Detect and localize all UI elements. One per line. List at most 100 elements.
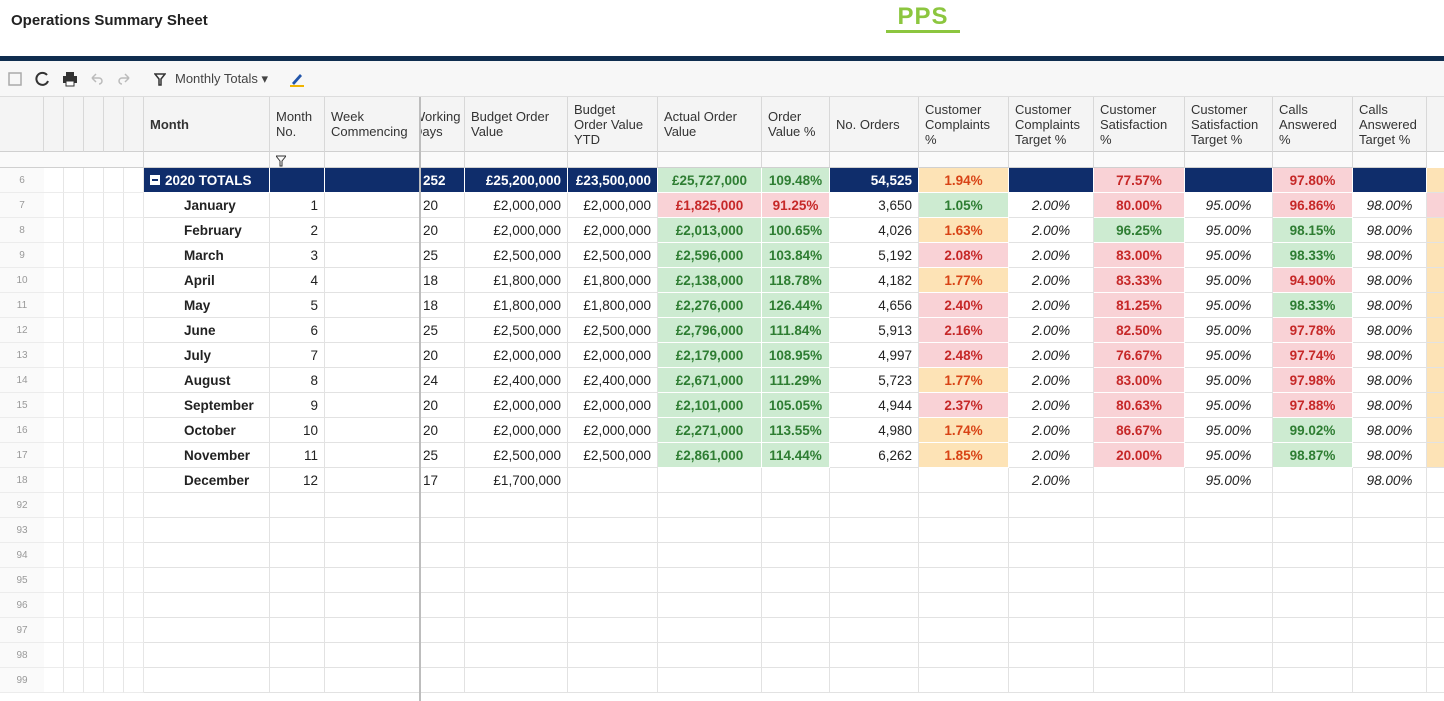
table-cell: 95.00%: [1185, 193, 1273, 218]
icon-cell: [84, 268, 104, 293]
row-number: 15: [0, 393, 44, 418]
icon-cell: [124, 668, 144, 693]
table-cell: £1,825,000: [658, 193, 762, 218]
clipped-cell: [1427, 418, 1444, 443]
view-name[interactable]: Monthly Totals: [175, 71, 258, 86]
cell-text: 95.00%: [1205, 372, 1252, 388]
table-cell: [1353, 618, 1427, 643]
table-cell: [325, 268, 420, 293]
cell-text: £2,276,000: [675, 297, 744, 313]
cell-text: 4,182: [878, 272, 912, 288]
row-number: 7: [0, 193, 44, 218]
column-header: Customer Satisfaction %: [1094, 97, 1185, 152]
table-cell: [1009, 593, 1094, 618]
cell-text: 77.57%: [1116, 172, 1162, 188]
table-cell: £2,500,000: [465, 443, 568, 468]
table-cell: 1.85%: [919, 443, 1009, 468]
cell-text: 25: [423, 247, 439, 263]
column-filter-icon[interactable]: [274, 154, 288, 167]
icon-cell: [64, 243, 84, 268]
clipped-cell: [1427, 193, 1444, 218]
icon-cell: [104, 668, 124, 693]
table-cell: 2.00%: [1009, 393, 1094, 418]
cell-text: 95.00%: [1205, 247, 1252, 263]
table-cell: [1353, 493, 1427, 518]
icon-cell: [44, 418, 64, 443]
cell-text: 95.00%: [1205, 397, 1252, 413]
table-cell: 111.84%: [762, 318, 830, 343]
cell-text: 98.00%: [1366, 222, 1413, 238]
table-cell: [270, 643, 325, 668]
table-cell: April: [144, 268, 270, 293]
table-cell: 24: [420, 368, 465, 393]
table-cell: 76.67%: [1094, 343, 1185, 368]
cell-text: 81.25%: [1116, 297, 1162, 313]
cell-text: October: [184, 422, 236, 438]
undo-icon[interactable]: [90, 73, 104, 85]
redo-icon[interactable]: [117, 73, 131, 85]
cell-text: 18: [423, 297, 439, 313]
column-header-text: Calls Answered Target %: [1359, 101, 1417, 147]
cell-text: 95.00%: [1205, 422, 1252, 438]
cell-text: 12: [302, 472, 318, 488]
table-cell: 4,026: [830, 218, 919, 243]
table-cell: £2,000,000: [465, 218, 568, 243]
cell-text: 80.00%: [1116, 197, 1162, 213]
table-cell: 2.00%: [1009, 368, 1094, 393]
save-icon[interactable]: [8, 72, 24, 86]
highlight-icon[interactable]: [289, 71, 305, 87]
table-cell: October: [144, 418, 270, 443]
table-cell: [1009, 643, 1094, 668]
column-header: Customer Complaints %: [919, 97, 1009, 152]
cell-text: 9: [310, 397, 318, 413]
icon-cell: [104, 243, 124, 268]
icon-cell: [64, 493, 84, 518]
table-cell: August: [144, 368, 270, 393]
icon-cell: [64, 643, 84, 668]
view-filter[interactable]: Monthly Totals ▾: [175, 71, 268, 86]
table-cell: December: [144, 468, 270, 493]
cell-text: £1,825,000: [675, 197, 744, 213]
cell-text: 2.00%: [1031, 222, 1071, 238]
table-cell: [1273, 518, 1353, 543]
table-cell: [919, 468, 1009, 493]
cell-text: 4,656: [878, 297, 912, 313]
table-cell: [1009, 618, 1094, 643]
table-cell: [270, 568, 325, 593]
cell-text: £1,700,000: [493, 472, 561, 488]
icon-cell: [104, 343, 124, 368]
table-cell: [144, 543, 270, 568]
cell-text: 3,650: [878, 197, 912, 213]
icon-cell: [104, 268, 124, 293]
grid: Month Month No. Week Commencing Working Day…: [0, 97, 1444, 701]
cell-text: £2,500,000: [493, 322, 561, 338]
table-cell: 54,525: [830, 168, 919, 193]
column-header: Month: [144, 97, 270, 152]
table-cell: [1009, 568, 1094, 593]
table-cell: [1185, 543, 1273, 568]
icon-cell: [84, 668, 104, 693]
icon-cell: [124, 218, 144, 243]
column-header-text: No. Orders: [836, 116, 900, 132]
table-cell: [830, 543, 919, 568]
table-cell: [144, 618, 270, 643]
table-cell: [465, 518, 568, 543]
table-cell: 95.00%: [1185, 293, 1273, 318]
table-cell: [465, 618, 568, 643]
icon-cell: [104, 518, 124, 543]
icon-cell: [84, 568, 104, 593]
print-icon[interactable]: [62, 71, 78, 87]
cell-text: 98.15%: [1289, 222, 1336, 238]
cell-text: £2,000,000: [583, 347, 651, 363]
table-cell: 1.63%: [919, 218, 1009, 243]
filter-cell: [919, 152, 1009, 168]
table-cell: [270, 543, 325, 568]
icon-cell: [44, 393, 64, 418]
cell-text: 17: [423, 472, 439, 488]
collapse-toggle[interactable]: [150, 175, 160, 185]
filter-icon[interactable]: [154, 73, 166, 86]
refresh-icon[interactable]: [35, 71, 51, 87]
table-cell: £2,500,000: [568, 243, 658, 268]
cell-text: 252: [423, 172, 446, 188]
